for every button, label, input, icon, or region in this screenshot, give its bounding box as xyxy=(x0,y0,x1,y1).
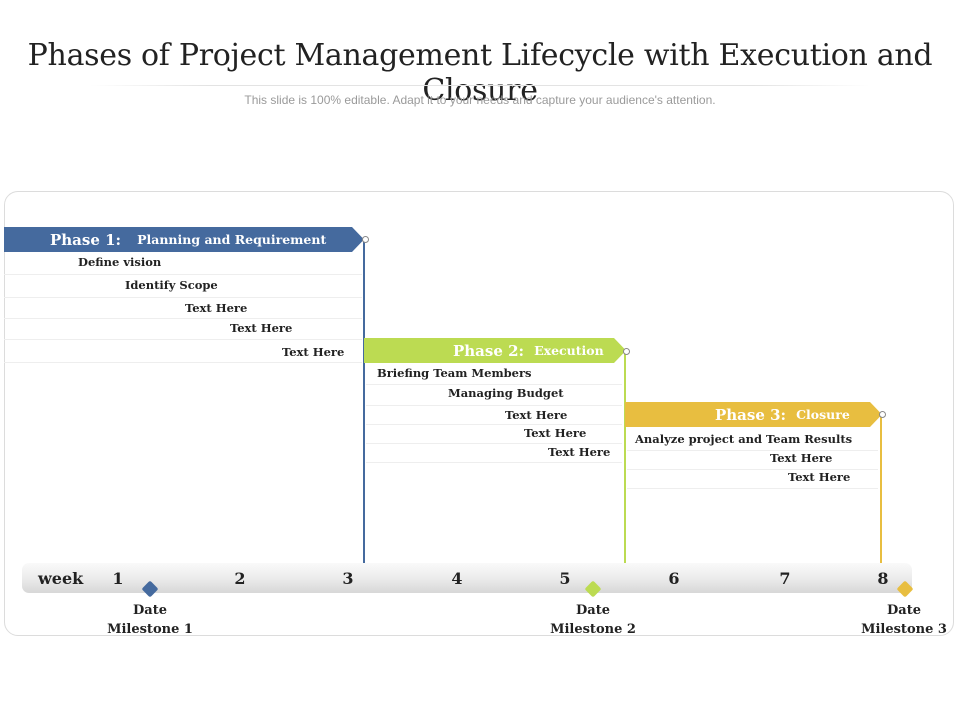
slide-title: Phases of Project Management Lifecycle w… xyxy=(27,38,933,108)
row-divider xyxy=(366,405,622,406)
week-number: 5 xyxy=(559,569,571,588)
phase-2-item: Text Here xyxy=(524,426,587,440)
milestone-3-line1: Date xyxy=(887,603,921,618)
phase-2-line xyxy=(624,350,626,564)
diagram-frame xyxy=(4,191,954,636)
phase-2-line-knob xyxy=(623,348,630,355)
week-number: 8 xyxy=(877,569,889,588)
phase-1-item: Text Here xyxy=(185,301,248,315)
phase-1-item: Define vision xyxy=(78,255,162,269)
row-divider xyxy=(627,488,878,489)
phase-1-item: Text Here xyxy=(282,345,345,359)
timeline-bar xyxy=(22,563,912,593)
phase-1-banner: Phase 1: Planning and Requirement xyxy=(4,227,364,252)
phase-1-item: Identify Scope xyxy=(125,278,218,292)
phase-1-name: Planning and Requirement xyxy=(137,232,327,247)
milestone-1-label: Date Milestone 1 xyxy=(90,601,210,639)
phase-3-item: Text Here xyxy=(770,451,833,465)
week-number: 4 xyxy=(451,569,463,588)
row-divider xyxy=(366,384,622,385)
milestone-3-label: Date Milestone 3 xyxy=(834,601,960,639)
milestone-2-label: Date Milestone 2 xyxy=(533,601,653,639)
phase-1-line xyxy=(363,238,365,564)
phase-2-banner: Phase 2: Execution xyxy=(364,338,626,363)
milestone-1-line1: Date xyxy=(133,603,167,618)
row-divider xyxy=(627,469,878,470)
milestone-1-line2: Milestone 1 xyxy=(107,622,193,637)
row-divider xyxy=(4,362,362,363)
week-number: 3 xyxy=(342,569,354,588)
phase-3-line xyxy=(880,413,882,564)
phase-3-item: Analyze project and Team Results xyxy=(635,432,853,446)
phase-2-item: Briefing Team Members xyxy=(377,366,532,380)
week-number: 7 xyxy=(779,569,791,588)
row-divider xyxy=(366,424,622,425)
timeline-week-label: week xyxy=(38,569,84,588)
phase-2-item: Text Here xyxy=(548,445,611,459)
phase-3-banner: Phase 3: Closure xyxy=(625,402,882,427)
phase-2-item: Text Here xyxy=(505,408,568,422)
week-number: 1 xyxy=(112,569,124,588)
week-number: 2 xyxy=(234,569,246,588)
row-divider xyxy=(627,450,878,451)
phase-2-item: Managing Budget xyxy=(448,386,564,400)
week-number: 6 xyxy=(668,569,680,588)
row-divider xyxy=(4,318,362,319)
phase-3-line-knob xyxy=(879,411,886,418)
row-divider xyxy=(4,274,362,275)
row-divider xyxy=(366,462,622,463)
phase-2-name: Execution xyxy=(534,343,604,358)
phase-2-label: Phase 2: xyxy=(453,341,525,360)
phase-1-label: Phase 1: xyxy=(50,230,122,249)
phase-3-label: Phase 3: xyxy=(715,405,787,424)
milestone-3-line2: Milestone 3 xyxy=(861,622,947,637)
milestone-2-line1: Date xyxy=(576,603,610,618)
phase-1-line-knob xyxy=(362,236,369,243)
phase-1-item: Text Here xyxy=(230,321,293,335)
phase-3-name: Closure xyxy=(796,407,850,422)
title-divider xyxy=(90,85,870,86)
row-divider xyxy=(4,297,362,298)
phase-3-item: Text Here xyxy=(788,470,851,484)
row-divider xyxy=(366,443,622,444)
slide-subtitle: This slide is 100% editable. Adapt it to… xyxy=(244,93,716,107)
milestone-2-line2: Milestone 2 xyxy=(550,622,636,637)
row-divider xyxy=(4,339,362,340)
